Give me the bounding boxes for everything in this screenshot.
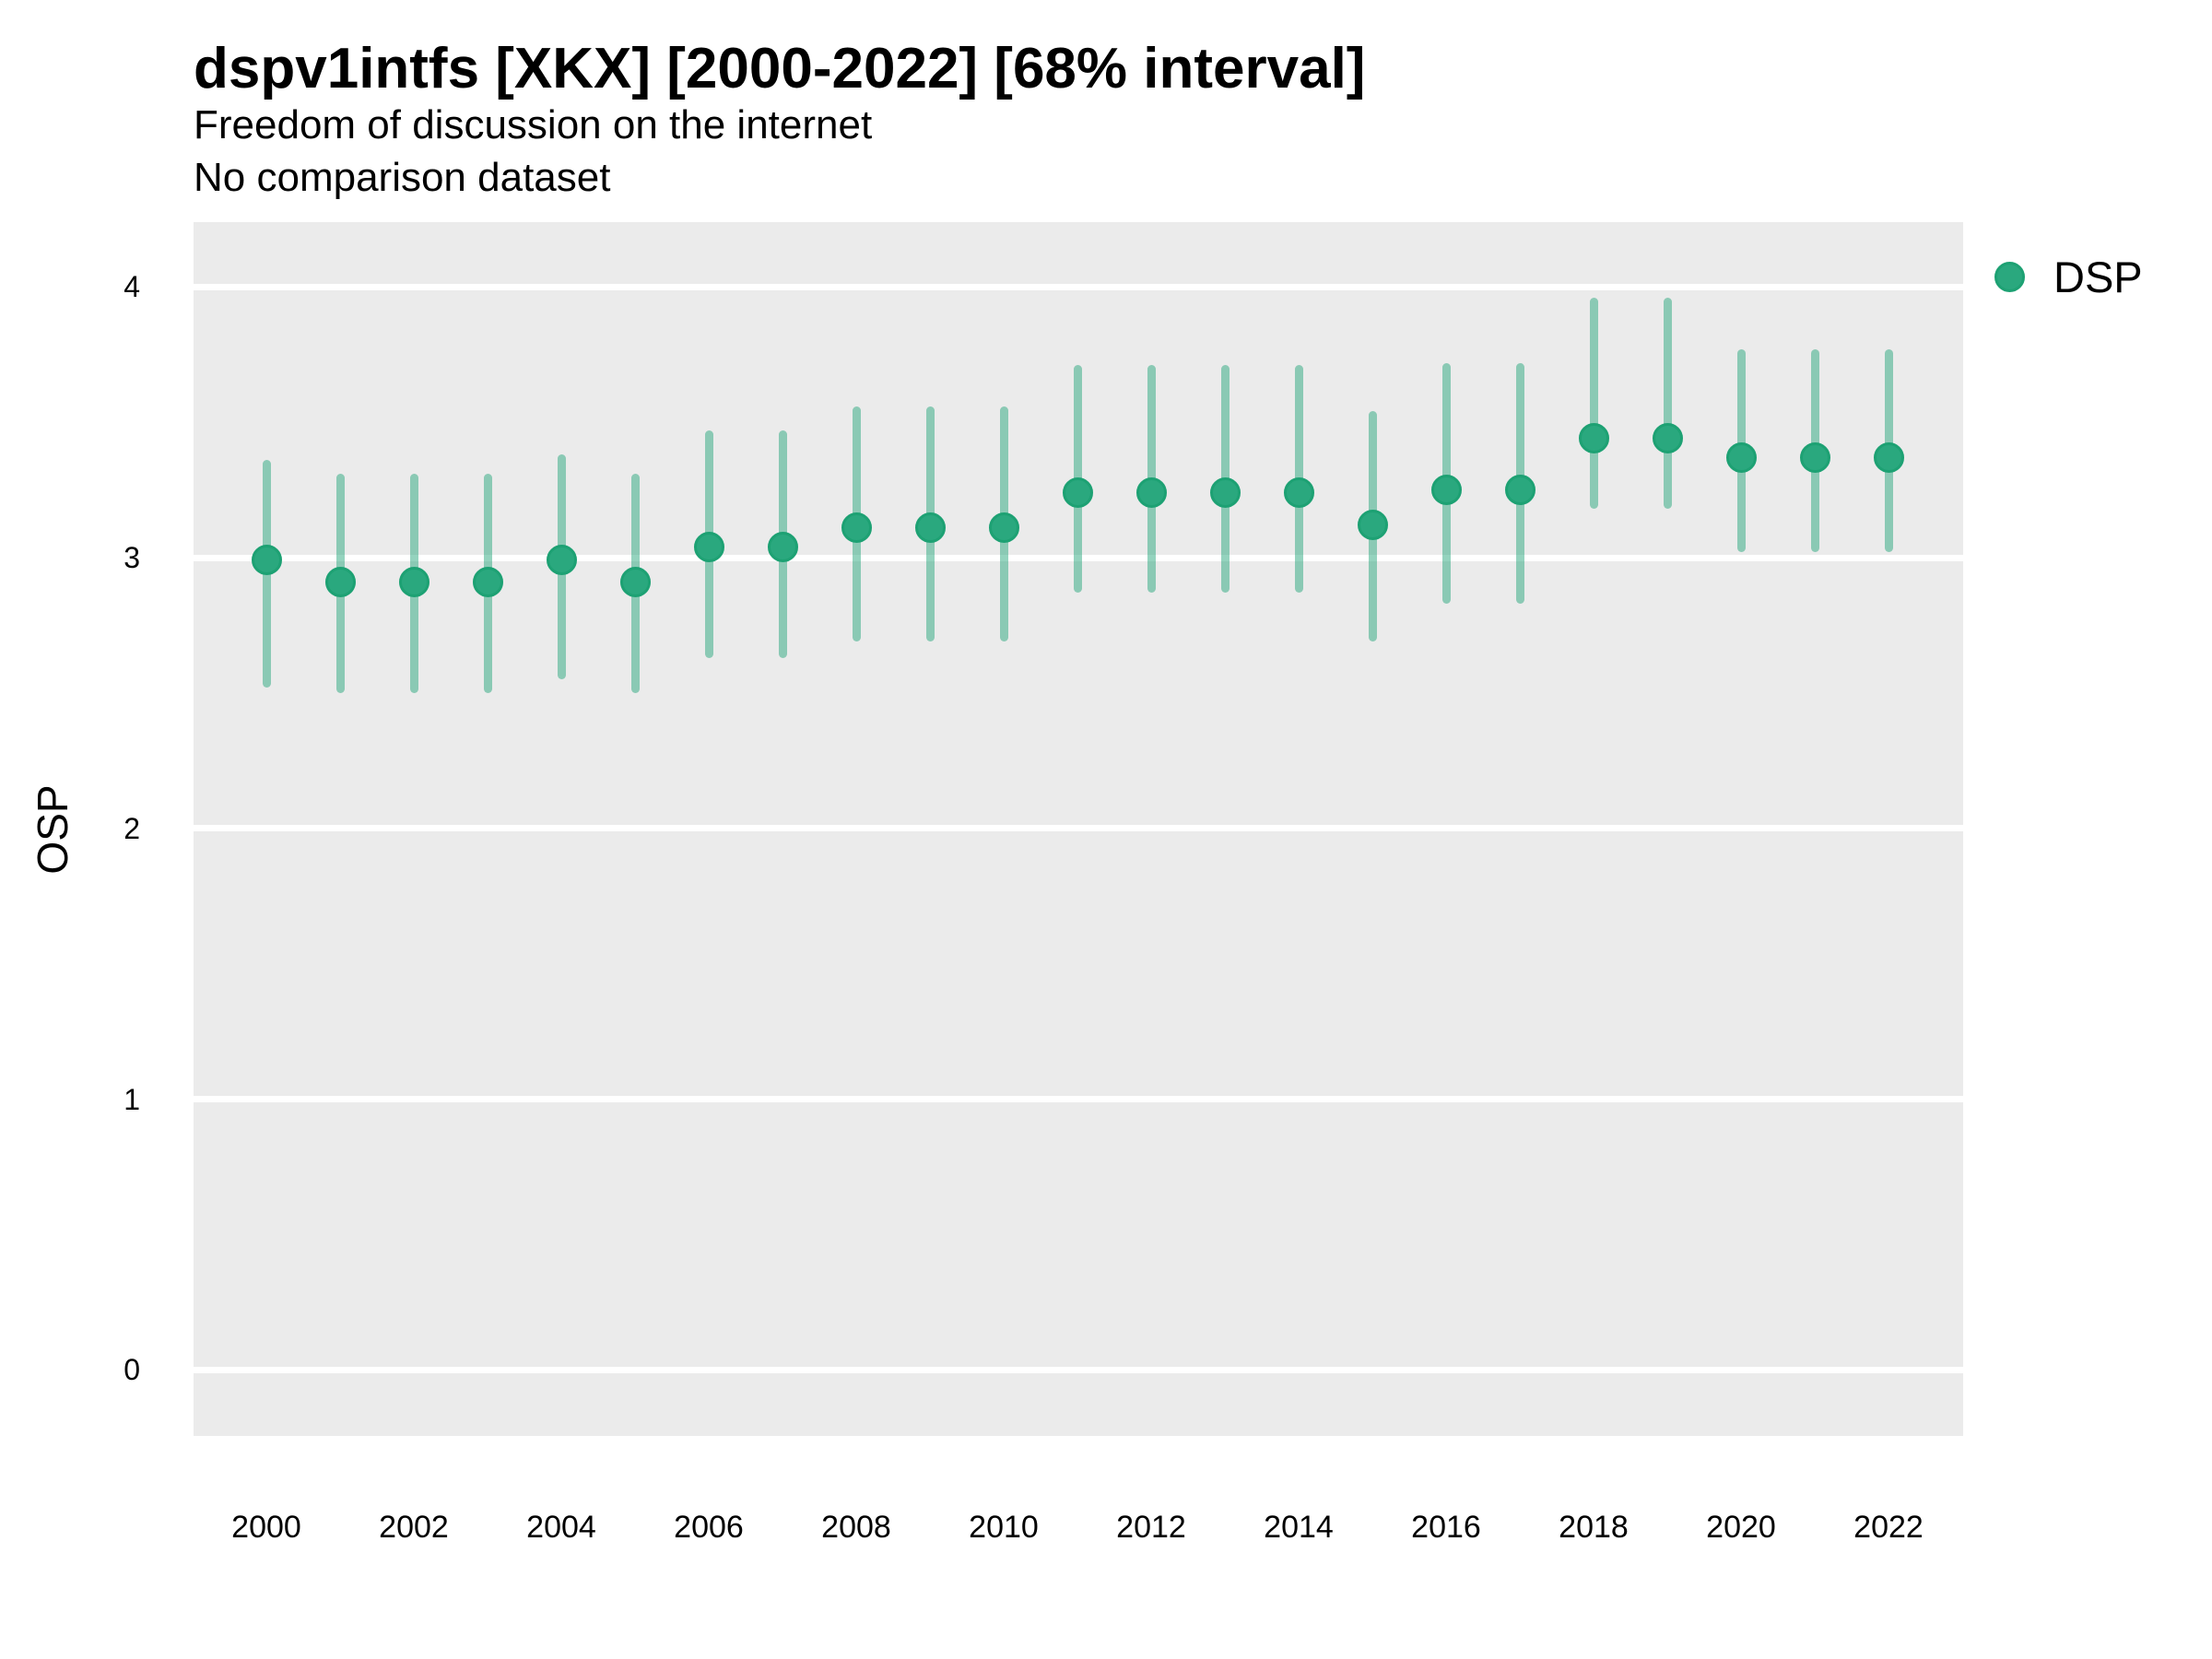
x-tick-label: 2020 [1706, 1510, 1776, 1545]
chart-title: dspv1intfs [XKX] [2000-2022] [68% interv… [194, 37, 1366, 100]
x-tick-label: 2018 [1559, 1510, 1629, 1545]
x-tick-label: 2014 [1264, 1510, 1334, 1545]
x-tick-label: 2010 [969, 1510, 1039, 1545]
data-point-2018 [1578, 423, 1609, 454]
y-tick-label: 0 [124, 1353, 140, 1387]
data-point-2012 [1135, 477, 1167, 508]
gridline-y-0 [194, 1366, 1963, 1373]
data-point-2005 [619, 566, 651, 597]
data-point-2021 [1799, 441, 1830, 473]
gridline-y-2 [194, 825, 1963, 832]
data-point-2008 [841, 512, 872, 544]
data-point-2007 [767, 531, 798, 562]
data-point-2004 [546, 545, 577, 576]
data-point-2013 [1209, 477, 1241, 508]
data-point-2009 [914, 512, 946, 544]
data-point-2003 [472, 566, 503, 597]
x-tick-label: 2004 [526, 1510, 596, 1545]
y-tick-label: 2 [124, 811, 140, 845]
x-tick-label: 2000 [231, 1510, 301, 1545]
chart-note: No comparison dataset [194, 155, 611, 200]
gridline-y-1 [194, 1096, 1963, 1102]
x-tick-label: 2002 [379, 1510, 449, 1545]
legend-point-icon [1994, 262, 2025, 292]
interval-bar-2019 [1663, 298, 1672, 510]
x-tick-label: 2008 [821, 1510, 891, 1545]
data-point-2001 [324, 566, 356, 597]
y-tick-label: 4 [124, 270, 140, 304]
data-point-2017 [1504, 475, 1535, 506]
data-point-2000 [251, 545, 282, 576]
y-tick-label: 1 [124, 1082, 140, 1116]
data-point-2016 [1430, 475, 1462, 506]
x-tick-label: 2006 [674, 1510, 744, 1545]
interval-bar-2018 [1589, 298, 1598, 510]
chart-subtitle: Freedom of discussion on the internet [194, 102, 873, 147]
x-tick-label: 2012 [1116, 1510, 1186, 1545]
gridline-y-4 [194, 283, 1963, 290]
data-point-2015 [1357, 510, 1388, 541]
data-point-2019 [1652, 423, 1683, 454]
data-point-2014 [1283, 477, 1314, 508]
y-tick-label: 3 [124, 541, 140, 574]
data-point-2010 [988, 512, 1019, 544]
legend-label: DSP [2053, 253, 2143, 301]
data-point-2020 [1725, 441, 1757, 473]
data-point-2022 [1873, 441, 1904, 473]
x-tick-label: 2022 [1853, 1510, 1924, 1545]
data-point-2002 [398, 566, 429, 597]
data-point-2006 [693, 531, 724, 562]
data-point-2011 [1062, 477, 1093, 508]
x-tick-label: 2016 [1411, 1510, 1481, 1545]
